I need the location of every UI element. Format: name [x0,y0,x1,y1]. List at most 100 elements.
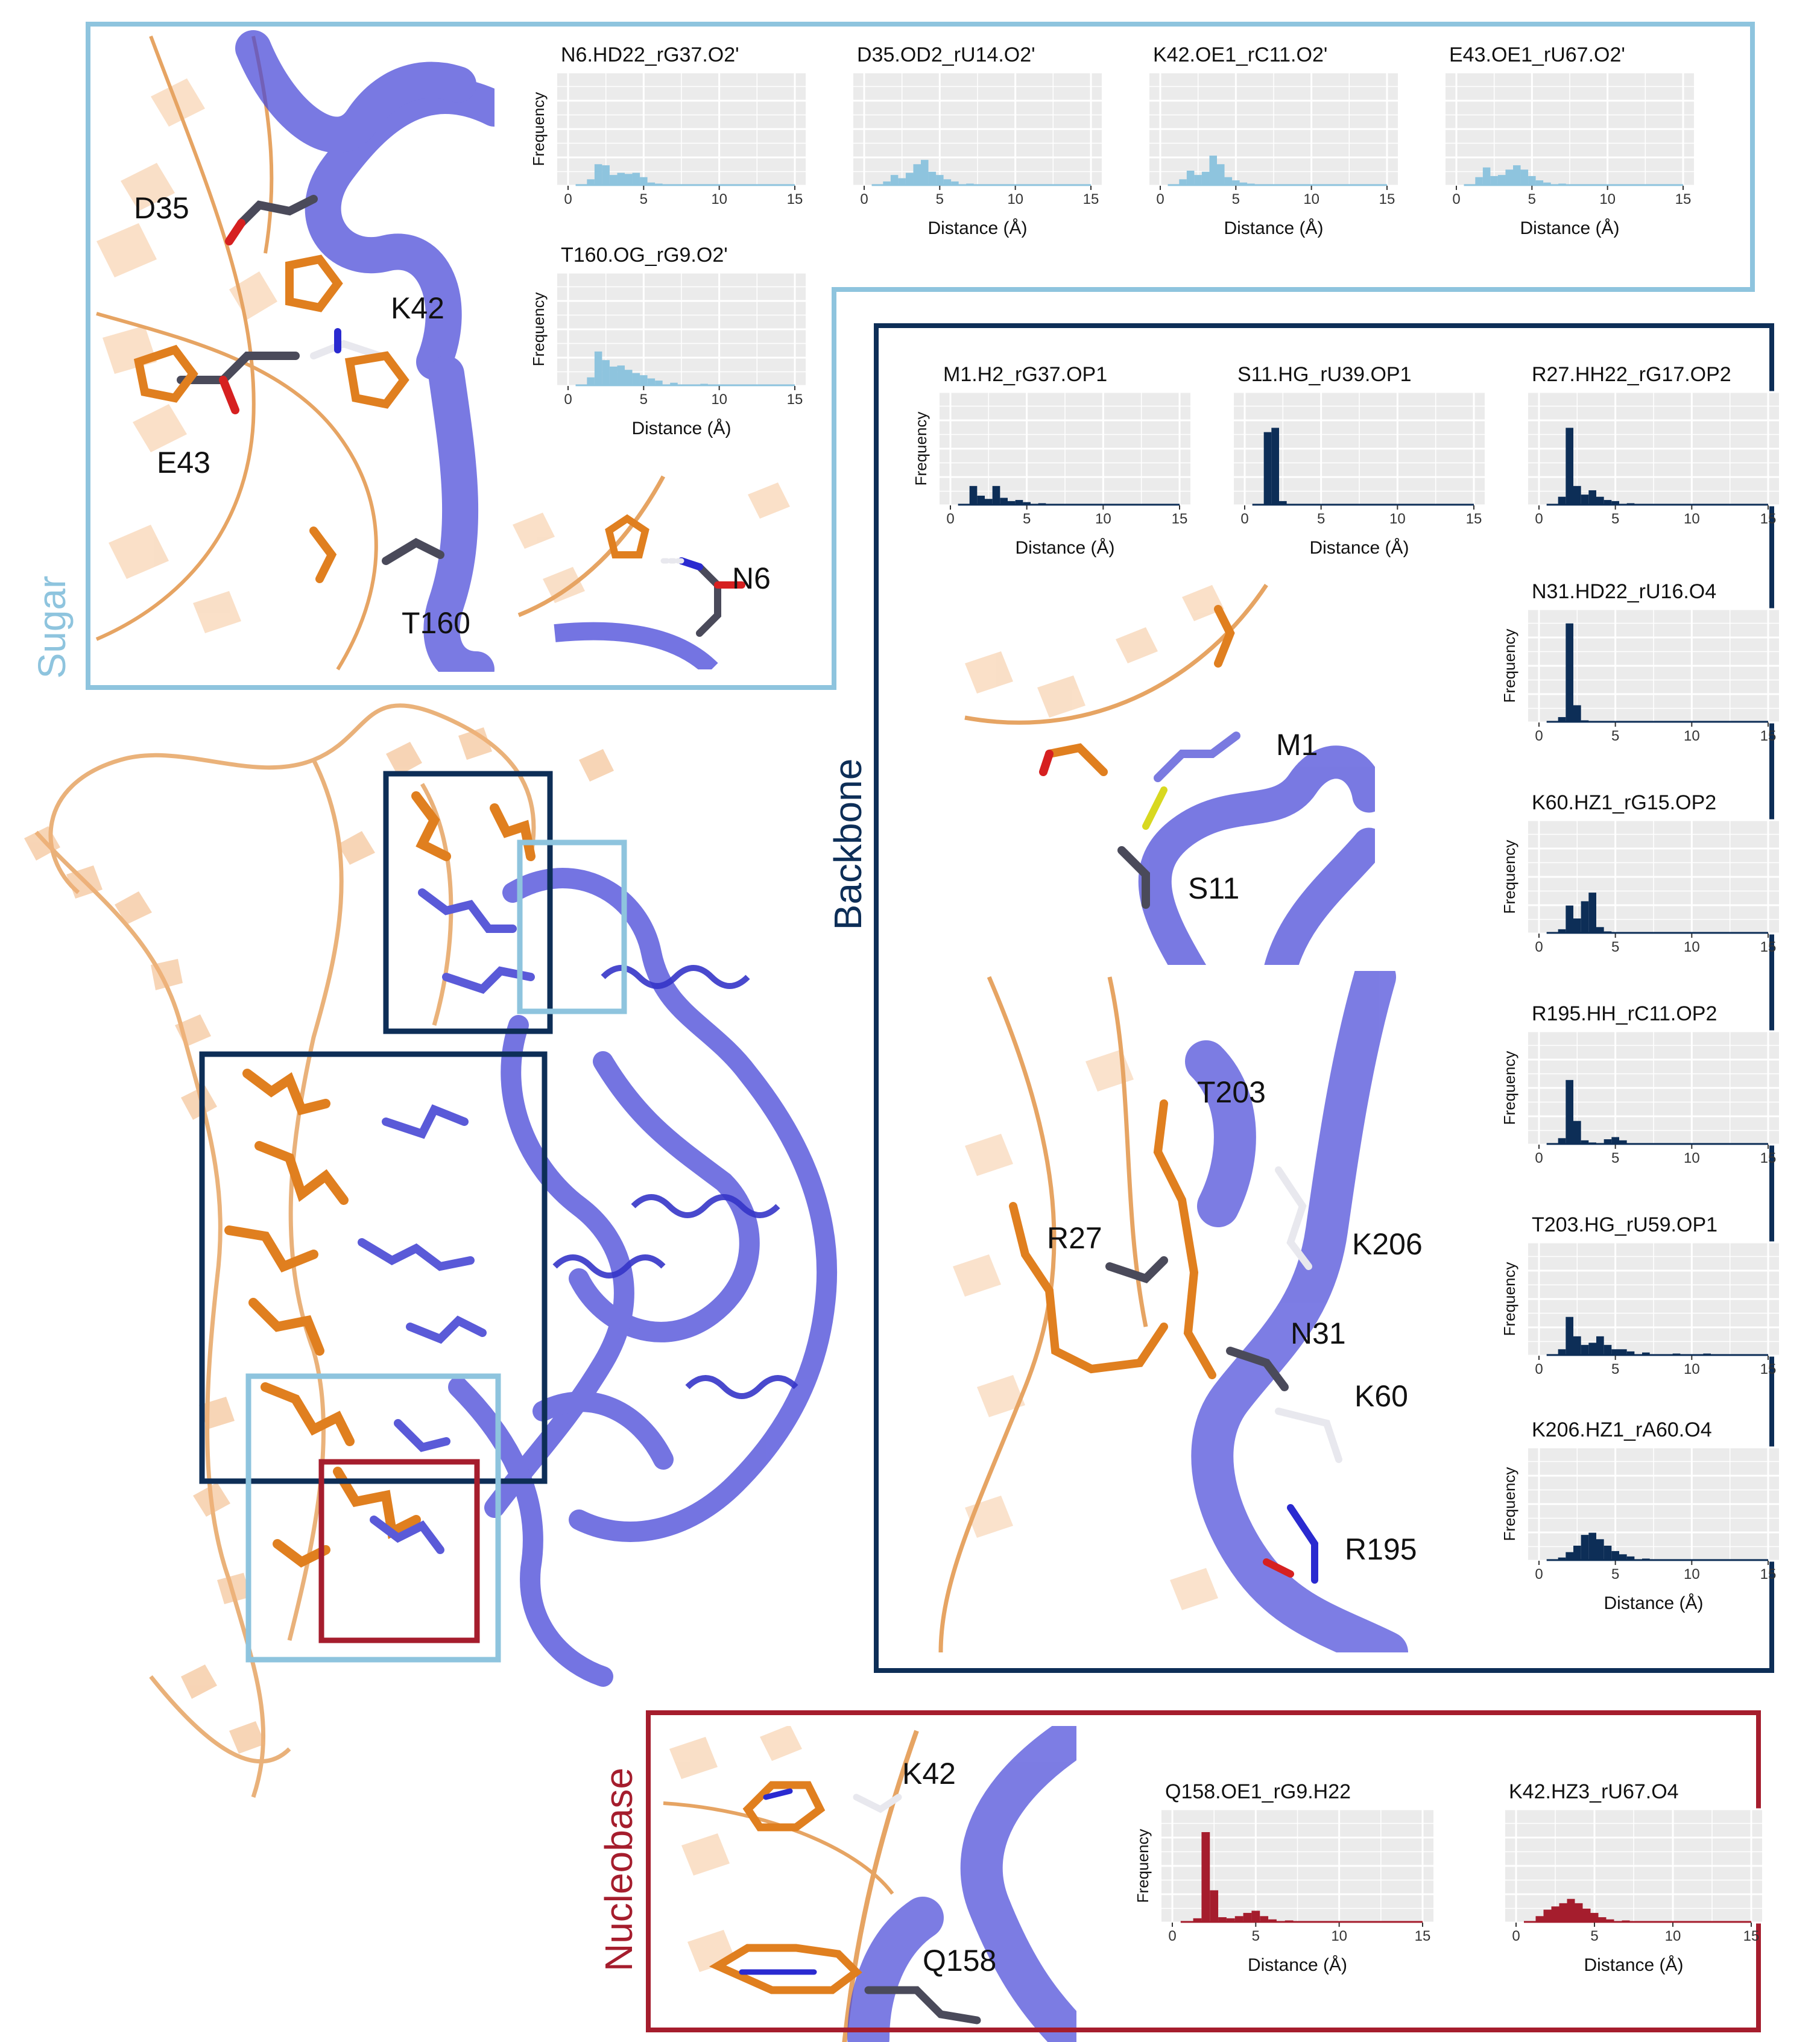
x-tick-label: 0 [1535,1566,1543,1582]
y-axis-label: Frequency [1500,1262,1518,1336]
histogram-bar [1604,1545,1612,1561]
histogram-bar [1201,1832,1210,1923]
histogram-bar [1566,428,1573,505]
residue-label-q158: Q158 [923,1944,996,1977]
x-tick-label: 0 [564,391,572,408]
histogram-bar [1581,720,1589,722]
x-tick-label: 15 [1415,1928,1431,1944]
histogram-bar [1566,1317,1573,1356]
x-tick-label: 0 [1240,511,1248,527]
histogram-bar [609,366,618,386]
region-box-backbone-top [383,771,553,1034]
histogram-bar [1581,1345,1589,1356]
x-tick-label: 15 [1743,1928,1760,1944]
histogram-bar [1292,185,1300,186]
histogram-bar [1558,717,1566,722]
histogram-3: 0 5 10 15 K42.OE1_rC11.O2' Distance (Å) [1149,43,1398,238]
histogram-bar [1247,183,1255,186]
histogram-bar [700,185,708,186]
chart-title: T203.HG_rU59.OP1 [1532,1213,1717,1236]
x-tick-label: 15 [1675,191,1692,207]
histogram-bar [969,485,978,505]
histogram-bar [1718,1560,1727,1561]
histogram-bar [1642,1558,1650,1561]
x-tick-label: 10 [1331,1928,1347,1944]
histogram-bar [1368,1921,1377,1923]
histogram-bar [1582,1908,1591,1923]
x-tick-label: 10 [1684,728,1700,744]
histogram-bar [1611,1550,1619,1561]
residue-label-n31: N31 [1291,1317,1346,1350]
histogram-bar [1084,504,1092,505]
histogram-bar [1611,1349,1619,1356]
x-axis-label: Distance (Å) [1309,538,1409,558]
histogram-bar [1626,1351,1635,1356]
histogram-bar [1590,1912,1599,1923]
histogram-bar [700,384,708,386]
histogram-7: 0 5 10 15 S11.HG_rU39.OP1 Distance (Å) [1234,363,1485,558]
histogram-bar [1700,1921,1708,1923]
x-tick-label: 15 [1379,191,1395,207]
y-axis-label: Frequency [529,92,548,166]
histogram-bar [1558,1349,1566,1356]
histogram-bar [1558,183,1566,186]
x-tick-label: 0 [564,191,572,207]
histogram-bar [1672,1560,1681,1561]
histogram-bar [1008,501,1016,505]
x-tick-label: 0 [1535,728,1543,744]
chart-title: N6.HD22_rG37.O2' [561,43,739,66]
histogram-bar [1424,504,1432,505]
x-tick-label: 15 [787,391,803,408]
histogram-bar [890,175,899,186]
histogram-bar [996,185,1004,186]
histogram-bar [1734,1354,1742,1356]
histogram-bar [943,179,952,186]
histogram-bar [1179,179,1187,186]
histogram-bar [594,351,602,386]
histogram-bar [1581,1140,1589,1145]
nucleobase-section-label: Nucleobase [597,1768,640,1971]
histogram-bar [1598,1917,1607,1923]
histogram-bar [1566,623,1573,722]
histogram-bar [632,172,640,186]
residue-label-t203: T203 [1197,1075,1266,1109]
x-tick-label: 0 [1156,191,1164,207]
x-tick-label: 10 [1389,511,1406,527]
x-tick-label: 5 [1252,1928,1260,1944]
residue-label-n6: N6 [732,561,771,595]
x-tick-label: 5 [1232,191,1240,207]
x-axis-label: Distance (Å) [1604,1593,1703,1613]
histogram-bar [1497,175,1506,186]
x-tick-label: 5 [936,191,944,207]
histogram-bar [921,160,929,186]
histogram-bar [1604,500,1612,505]
chart-title: K60.HZ1_rG15.OP2 [1532,791,1716,814]
histogram-bar [625,370,633,386]
histogram-bar [883,181,891,186]
histogram-bar [913,164,921,186]
histogram-bar [1218,1917,1227,1923]
histogram-bar [1588,1532,1596,1561]
histogram-bar [1596,1336,1604,1356]
histogram-bar [1596,927,1604,934]
histogram-bar [1596,721,1604,722]
histogram-bar [1535,180,1544,186]
histogram-bar [1263,432,1272,505]
histogram-bar [1038,503,1046,505]
backbone-panel-frame [874,323,1774,1673]
histogram-bar [1286,504,1295,505]
x-tick-label: 5 [1611,1150,1619,1166]
x-tick-label: 10 [1684,511,1700,527]
histogram-bar [1239,182,1248,186]
chart-title: Q158.OE1_rG9.H22 [1165,1780,1351,1803]
x-tick-label: 0 [1535,511,1543,527]
histogram-bar [1528,175,1536,186]
histogram-bar [640,375,648,386]
region-box-nucleobase [318,1459,480,1643]
histogram-bar [1653,1921,1661,1923]
histogram-bar [1619,1554,1627,1561]
histogram-bar [1234,1916,1243,1923]
y-axis-label: Frequency [912,412,930,486]
x-tick-label: 10 [711,391,727,408]
